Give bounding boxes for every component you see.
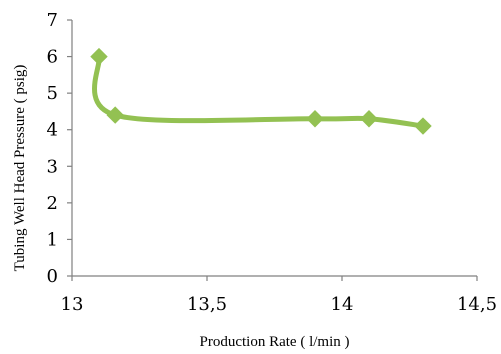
y-tick-label: 7 (47, 10, 58, 31)
data-point-marker (90, 47, 108, 66)
y-tick-label: 2 (47, 193, 58, 214)
x-tick-label: 13 (61, 294, 84, 315)
y-axis-title: Tubing Well Head Pressure ( psig) (12, 65, 28, 272)
data-point-marker (360, 110, 378, 128)
x-tick-label: 13,5 (187, 294, 227, 315)
series-markers (90, 47, 432, 135)
data-point-marker (306, 110, 324, 128)
x-tick-label: 14,5 (457, 294, 497, 315)
y-tick-label: 0 (47, 266, 58, 287)
y-axis-ticks: 0 1 2 3 4 5 6 7 (47, 10, 72, 287)
y-tick-label: 3 (47, 156, 58, 177)
data-point-marker (106, 106, 124, 124)
x-axis-ticks: 13 13,5 14 14,5 (61, 276, 497, 315)
x-tick-label: 14 (331, 294, 354, 315)
data-point-marker (414, 117, 432, 135)
y-tick-label: 5 (47, 83, 58, 104)
plot-area: 0 1 2 3 4 5 6 7 13 13,5 14 14,5 (47, 10, 497, 315)
y-tick-label: 6 (47, 47, 58, 68)
x-axis-title: Production Rate ( l/min ) (200, 334, 350, 350)
y-tick-label: 1 (47, 229, 58, 250)
y-tick-label: 4 (47, 120, 58, 141)
